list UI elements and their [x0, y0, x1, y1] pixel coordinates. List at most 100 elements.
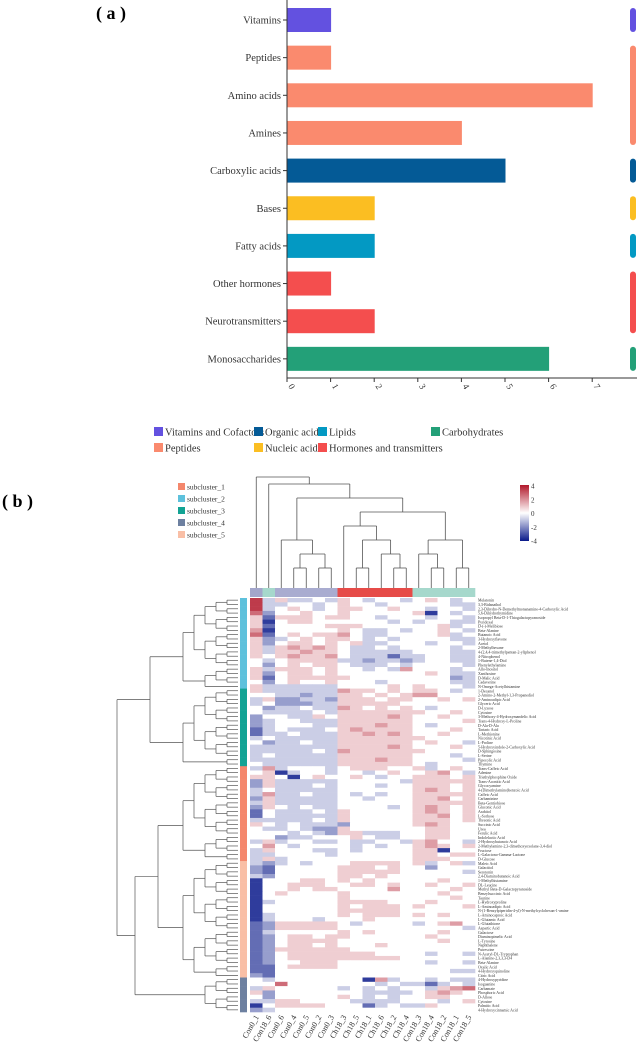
heatmap-cell — [462, 830, 476, 836]
heatmap-cell — [325, 753, 338, 758]
heatmap-cell — [450, 830, 463, 836]
heatmap-cell — [312, 917, 326, 922]
heatmap-cell — [400, 766, 413, 771]
heatmap-cell — [287, 938, 301, 944]
heatmap-cell — [350, 610, 363, 616]
heatmap-cell — [425, 792, 438, 797]
heatmap-cell — [400, 981, 413, 987]
heatmap-cell — [325, 848, 338, 853]
heatmap-cell — [462, 908, 476, 914]
heatmap-cell — [300, 783, 313, 789]
heatmap-cell — [262, 701, 276, 707]
heatmap-cell — [462, 667, 476, 672]
heatmap-cell — [262, 955, 276, 961]
heatmap-cell — [400, 736, 413, 741]
heatmap-cell — [287, 649, 301, 655]
heatmap-cell — [450, 606, 463, 612]
heatmap-cell — [262, 714, 276, 720]
heatmap-cell — [450, 938, 463, 944]
heatmap-cell — [287, 908, 301, 914]
heatmap-cell — [337, 964, 351, 970]
heatmap-cell — [275, 701, 288, 707]
heatmap-cell — [287, 830, 301, 836]
row-subcluster-bar — [240, 731, 247, 737]
subcluster-legend-label: subcluster_2 — [187, 495, 225, 504]
heatmap-cell — [350, 813, 363, 819]
heatmap-cell — [312, 606, 326, 612]
heatmap-cell — [312, 835, 326, 840]
heatmap-cell — [437, 904, 451, 909]
heatmap-cell — [312, 671, 326, 676]
heatmap-cell — [287, 662, 301, 668]
heatmap-cell — [250, 999, 263, 1004]
heatmap-cell — [437, 826, 451, 832]
heatmap-cell — [275, 856, 288, 862]
heatmap-cell — [437, 1003, 451, 1008]
heatmap-cell — [275, 895, 288, 901]
heatmap-cell — [362, 934, 376, 939]
heatmap-cell — [287, 740, 301, 745]
heatmap-cell — [287, 817, 301, 823]
heatmap-cell — [425, 740, 438, 745]
heatmap-cell — [262, 619, 276, 625]
heatmap-cell — [275, 623, 288, 629]
row-subcluster-bar — [240, 917, 247, 922]
heatmap-cell — [300, 645, 313, 651]
heatmap-cell — [325, 891, 338, 896]
heatmap-cell — [325, 649, 338, 655]
heatmap-cell — [375, 852, 388, 858]
row-subcluster-bar — [240, 994, 247, 1000]
heatmap-cell — [462, 740, 476, 745]
heatmap-cell — [250, 938, 263, 944]
heatmap-cell — [412, 692, 426, 698]
heatmap-cell — [412, 882, 426, 888]
heatmap-cell — [437, 623, 451, 629]
row-label: Carbamate — [478, 987, 495, 991]
heatmap-cell — [462, 723, 476, 728]
heatmap-cell — [250, 835, 263, 840]
heatmap-cell — [275, 619, 288, 625]
heatmap-cell — [437, 1007, 451, 1013]
heatmap-cell — [262, 636, 276, 642]
heatmap-cell — [450, 654, 463, 659]
heatmap-cell — [250, 899, 263, 905]
heatmap-cell — [262, 731, 276, 737]
heatmap-cell — [362, 619, 376, 625]
heatmap-cell — [450, 710, 463, 715]
heatmap-cell — [337, 723, 351, 728]
heatmap-cell — [337, 852, 351, 858]
heatmap-cell — [425, 697, 438, 702]
heatmap-cell — [262, 882, 276, 888]
row-subcluster-bar — [240, 667, 247, 672]
heatmap-cell — [250, 774, 263, 780]
heatmap-cell — [462, 852, 476, 858]
legend-label: Carbohydrates — [442, 428, 503, 439]
row-label: Naphthalene — [478, 944, 498, 948]
heatmap-cell — [387, 619, 401, 625]
heatmap-cell — [325, 757, 338, 763]
heatmap-cell — [437, 684, 451, 689]
heatmap-cell — [462, 654, 476, 659]
heatmap-cell — [412, 779, 426, 784]
heatmap-cell — [375, 675, 388, 681]
heatmap-cell — [450, 848, 463, 853]
heatmap-cell — [337, 654, 351, 659]
subcluster-legend-swatch — [178, 519, 185, 526]
heatmap-cell — [312, 813, 326, 819]
heatmap-cell — [412, 805, 426, 810]
heatmap-cell — [350, 619, 363, 625]
heatmap-cell — [462, 826, 476, 832]
heatmap-cell — [287, 917, 301, 922]
heatmap-cell — [450, 671, 463, 676]
heatmap-cell — [312, 943, 326, 948]
column-group-bar — [375, 588, 388, 597]
heatmap-cell — [287, 623, 301, 629]
heatmap-cell — [275, 688, 288, 694]
heatmap-cell — [412, 908, 426, 914]
heatmap-cell — [387, 774, 401, 780]
heatmap-cell — [387, 748, 401, 754]
heatmap-cell — [362, 792, 376, 797]
heatmap-cell — [362, 943, 376, 948]
heatmap-cell — [400, 667, 413, 672]
column-group-bar — [250, 588, 263, 597]
